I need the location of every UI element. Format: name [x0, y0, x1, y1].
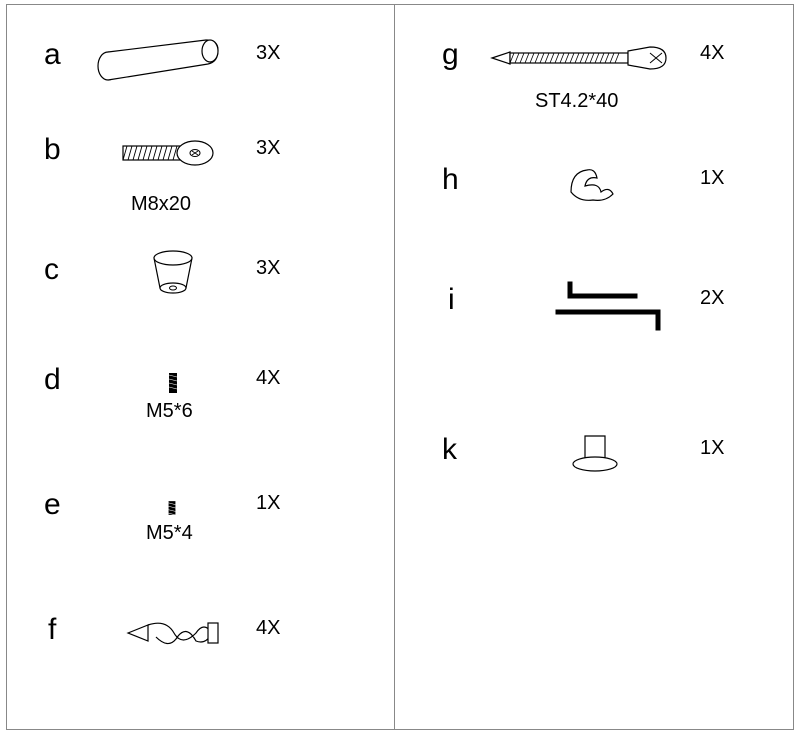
part-spec: M8x20: [131, 193, 191, 216]
part-qty: 4X: [256, 367, 280, 390]
part-row-k: k 1X: [400, 415, 794, 525]
part-qty: 1X: [256, 492, 280, 515]
tube-icon: [96, 34, 226, 82]
part-qty: 3X: [256, 257, 280, 280]
woodscrew-icon: [490, 41, 670, 75]
part-letter: d: [44, 363, 61, 397]
setscrew_s-icon: [166, 499, 178, 517]
part-row-e: e 1X M5*4: [6, 470, 400, 580]
part-qty: 3X: [256, 42, 280, 65]
part-row-g: g 4X ST4.2*40: [400, 20, 794, 140]
part-letter: i: [448, 283, 455, 317]
part-qty: 4X: [700, 42, 724, 65]
anchor-icon: [126, 613, 221, 653]
part-row-d: d 4X M5*6: [6, 345, 400, 455]
part-qty: 1X: [700, 167, 724, 190]
part-row-f: f 4X: [6, 595, 400, 705]
cap-icon: [570, 432, 620, 474]
bolt-icon: [121, 134, 216, 172]
part-row-c: c 3X: [6, 235, 400, 345]
part-qty: 3X: [256, 137, 280, 160]
part-row-i: i 2X: [400, 265, 794, 385]
part-spec: M5*4: [146, 522, 193, 545]
part-spec: ST4.2*40: [535, 90, 618, 113]
knob-icon: [146, 248, 201, 298]
part-qty: 2X: [700, 287, 724, 310]
part-letter: c: [44, 253, 59, 287]
setscrew-icon: [166, 372, 180, 394]
part-qty: 4X: [256, 617, 280, 640]
part-letter: a: [44, 38, 61, 72]
part-letter: b: [44, 133, 61, 167]
part-row-b: b 3X M8x20: [6, 115, 400, 235]
clip-icon: [565, 162, 620, 204]
part-letter: g: [442, 38, 459, 72]
part-row-a: a 3X: [6, 20, 400, 115]
part-letter: h: [442, 163, 459, 197]
part-letter: e: [44, 488, 61, 522]
part-spec: M5*6: [146, 400, 193, 423]
hexkeys-icon: [550, 276, 670, 331]
part-qty: 1X: [700, 437, 724, 460]
part-letter: f: [48, 613, 56, 647]
part-letter: k: [442, 433, 457, 467]
part-row-h: h 1X: [400, 145, 794, 255]
